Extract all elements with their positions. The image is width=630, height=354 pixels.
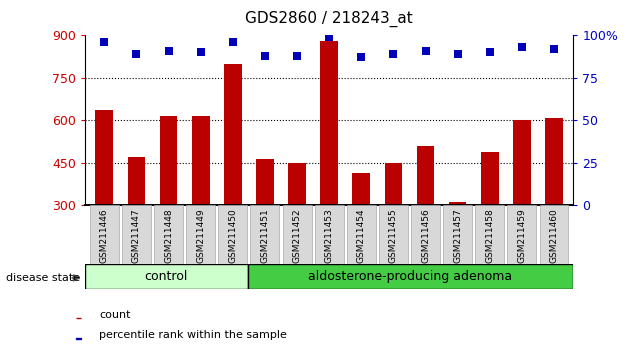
Bar — [76, 338, 81, 339]
FancyBboxPatch shape — [283, 205, 311, 264]
FancyBboxPatch shape — [154, 205, 183, 264]
Bar — [384, 163, 402, 290]
Bar — [85, 264, 248, 289]
Bar — [288, 163, 306, 290]
Point — [292, 53, 302, 59]
Bar — [320, 41, 338, 290]
Bar — [160, 116, 178, 290]
Point — [100, 39, 110, 45]
Text: percentile rank within the sample: percentile rank within the sample — [99, 330, 287, 340]
Point — [452, 51, 462, 57]
Bar — [224, 64, 242, 290]
Text: GSM211450: GSM211450 — [228, 208, 238, 263]
Text: GSM211451: GSM211451 — [260, 208, 270, 263]
Text: GSM211458: GSM211458 — [485, 208, 495, 263]
Point — [388, 51, 398, 57]
Bar — [545, 118, 563, 290]
Point — [420, 48, 430, 53]
Point — [324, 34, 335, 40]
Point — [517, 45, 527, 50]
Text: GSM211460: GSM211460 — [549, 208, 559, 263]
Point — [549, 46, 559, 52]
FancyBboxPatch shape — [122, 205, 151, 264]
Text: count: count — [99, 310, 130, 320]
Point — [228, 39, 238, 45]
FancyBboxPatch shape — [411, 205, 440, 264]
FancyBboxPatch shape — [347, 205, 375, 264]
Text: GSM211452: GSM211452 — [292, 208, 302, 263]
Bar — [128, 157, 146, 290]
Bar — [256, 159, 274, 290]
Point — [484, 50, 495, 55]
Bar — [192, 116, 210, 290]
Point — [260, 53, 270, 59]
FancyBboxPatch shape — [219, 205, 247, 264]
Bar — [449, 202, 466, 290]
Text: GSM211459: GSM211459 — [517, 208, 527, 263]
FancyBboxPatch shape — [379, 205, 408, 264]
Point — [164, 48, 174, 53]
Bar — [416, 146, 434, 290]
FancyBboxPatch shape — [507, 205, 536, 264]
Text: GSM211453: GSM211453 — [324, 208, 334, 263]
Text: GSM211455: GSM211455 — [389, 208, 398, 263]
Bar — [513, 120, 530, 290]
Text: GSM211446: GSM211446 — [100, 208, 109, 263]
Text: GSM211456: GSM211456 — [421, 208, 430, 263]
Text: GSM211454: GSM211454 — [357, 208, 366, 263]
Text: control: control — [145, 270, 188, 283]
Text: disease state: disease state — [6, 273, 81, 283]
FancyBboxPatch shape — [315, 205, 343, 264]
Bar — [352, 173, 370, 290]
Bar — [481, 152, 498, 290]
FancyBboxPatch shape — [444, 205, 472, 264]
FancyBboxPatch shape — [186, 205, 215, 264]
Bar — [248, 264, 573, 289]
Text: GSM211449: GSM211449 — [196, 208, 205, 263]
FancyBboxPatch shape — [475, 205, 504, 264]
Text: GDS2860 / 218243_at: GDS2860 / 218243_at — [245, 11, 413, 27]
Text: GSM211447: GSM211447 — [132, 208, 141, 263]
Point — [132, 51, 142, 57]
FancyBboxPatch shape — [90, 205, 119, 264]
FancyBboxPatch shape — [251, 205, 279, 264]
Point — [356, 55, 366, 60]
Text: aldosterone-producing adenoma: aldosterone-producing adenoma — [309, 270, 513, 283]
Point — [196, 50, 206, 55]
Text: GSM211457: GSM211457 — [453, 208, 462, 263]
Bar — [96, 110, 113, 290]
FancyBboxPatch shape — [539, 205, 568, 264]
Text: GSM211448: GSM211448 — [164, 208, 173, 263]
